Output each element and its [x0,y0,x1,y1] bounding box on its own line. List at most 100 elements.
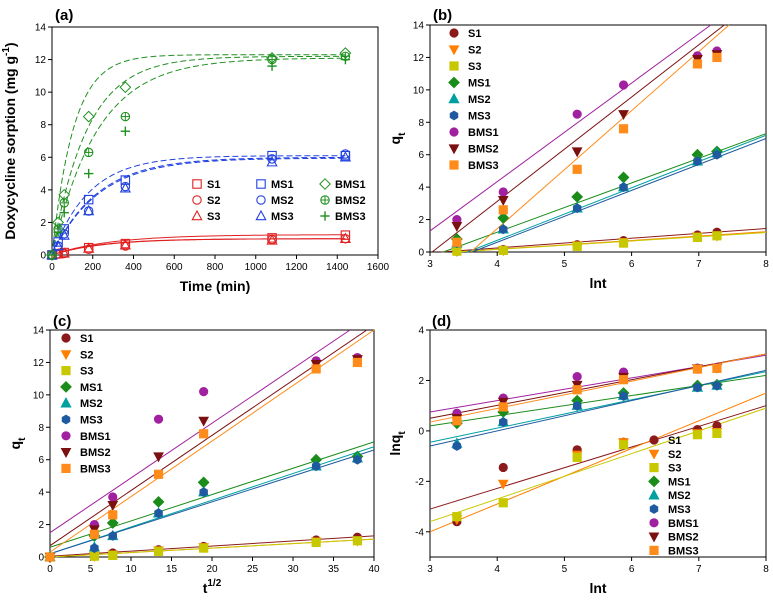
data-point [83,147,94,158]
legend-marker-bms2 [448,144,460,155]
y-tick-label: -4 [415,527,424,538]
series-bms3 [452,363,722,426]
data-point [572,109,582,119]
x-tick-label: 10 [125,564,137,575]
x-tick-label: 0 [49,262,55,273]
x-tick-label: 1000 [245,262,268,273]
data-point [90,543,99,553]
legend-label-ms3: MS3 [468,111,491,123]
x-tick-label: 3 [427,259,433,270]
legend-label-s2: S2 [80,349,93,361]
legend-marker-bms1 [649,518,659,528]
legend-marker-ms3 [449,110,459,121]
legend-label-bms3: BMS3 [80,463,111,475]
x-tick-label: 6 [629,564,635,575]
legend-label-ms2: MS2 [271,195,294,207]
fit-line-s2 [429,392,767,533]
y-axis-label-subscript: t [397,431,408,435]
data-point [198,416,210,427]
legend-marker-s2 [448,45,460,56]
legend-label-s1: S1 [668,435,681,447]
panel-c: 0 5 10 15 20 25 30 35 4002468101214(c)t1/2qtS1S2… [7,313,380,596]
x-axis-label-superscript: 1/2 [207,578,221,589]
y-tick-label: 10 [35,88,47,99]
fit-curve-ms2 [51,156,346,256]
data-point [452,246,462,256]
legend-marker-bms3 [649,545,659,556]
legend-marker-bms2 [320,195,330,205]
data-point [108,550,118,560]
legend-label-bms2: BMS2 [80,447,111,459]
fit-line-ms1 [443,133,767,253]
fit-line-bms3 [470,24,730,253]
data-point [340,54,351,65]
legend: S1 MS1 BMS1 S2 MS2 BMS2 S3 MS3 BMS3 [191,178,366,223]
data-point [352,357,362,368]
data-point [693,156,702,167]
x-axis-label: lnt [589,580,606,596]
y-tick-label: 2 [40,218,46,229]
data-point [452,416,462,426]
data-point [108,510,118,520]
x-axis-label: t1/2 [203,578,222,596]
data-point [619,391,628,401]
data-point [59,198,69,208]
y-axis-label-end: ) [2,42,18,47]
y-tick-label: 2 [418,376,424,387]
data-point [199,543,209,553]
legend-label-ms3: MS3 [668,504,691,516]
legend-marker-ms2 [256,195,266,205]
y-tick-label: 0 [418,426,424,437]
data-point [83,194,94,205]
data-point [120,126,131,136]
series-ms2 [47,149,351,260]
y-tick-label: 8 [38,423,44,434]
data-point [499,417,508,427]
legend-marker-bms2 [648,532,660,543]
x-tick-label: 800 [207,262,224,273]
fit-curve-s3 [51,238,346,256]
y-tick-label: 14 [33,326,45,337]
data-point [107,501,119,511]
x-tick-label: 1600 [367,262,390,273]
data-point [120,241,131,251]
x-tick-label: 200 [84,262,101,273]
series-bms3 [47,54,351,260]
x-tick-label: 0 [47,564,53,575]
y-tick-label: 12 [413,53,425,64]
legend-marker-s3 [191,209,203,221]
data-point [498,187,508,197]
data-point [619,182,628,193]
data-point [339,151,352,162]
data-point [497,479,509,490]
data-point [498,205,508,215]
plot-frame [429,329,767,558]
series-bms3 [45,357,362,562]
data-point [618,375,629,385]
legend-label-s1: S1 [207,179,220,191]
data-point [153,414,164,424]
data-point [153,546,164,556]
y-tick-label: 4 [418,183,424,194]
data-point [108,531,117,541]
legend-label-s3: S3 [668,463,681,475]
legend-label-bms1: BMS1 [80,431,111,443]
data-point [340,149,351,159]
series-s3 [452,428,722,522]
data-point [119,182,131,193]
series-ms3 [46,151,352,260]
legend-marker-bms1 [319,178,331,190]
data-point [153,469,164,479]
series-s3 [452,231,722,256]
data-point [53,227,63,237]
x-tick-label: 5 [562,259,568,270]
legend-marker-s1 [649,435,659,445]
y-tick-label: 12 [35,55,47,66]
data-point [693,382,702,393]
panel-label: (b) [433,7,452,24]
data-point [498,462,508,473]
legend-marker-bms1 [449,127,459,137]
data-point [712,428,722,439]
